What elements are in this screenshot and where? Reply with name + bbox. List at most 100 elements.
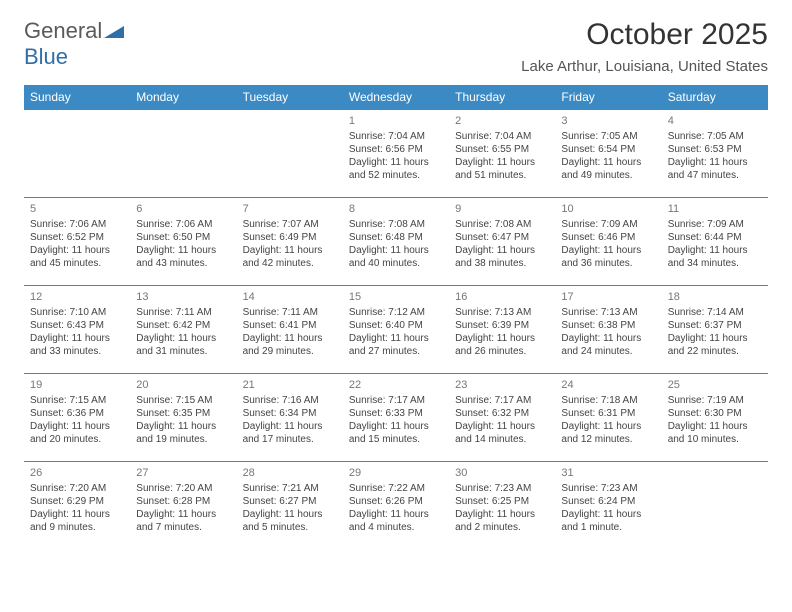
day-cell: 5Sunrise: 7:06 AMSunset: 6:52 PMDaylight…	[24, 198, 130, 286]
sunrise-text: Sunrise: 7:23 AM	[455, 482, 549, 495]
sunset-text: Sunset: 6:42 PM	[136, 319, 230, 332]
header-row: General Blue October 2025 Lake Arthur, L…	[24, 18, 768, 75]
day-number: 14	[243, 290, 337, 304]
daylight-text: Daylight: 11 hours and 5 minutes.	[243, 508, 337, 534]
day-cell: 24Sunrise: 7:18 AMSunset: 6:31 PMDayligh…	[555, 374, 661, 462]
day-number: 7	[243, 202, 337, 216]
sunset-text: Sunset: 6:47 PM	[455, 231, 549, 244]
day-cell	[237, 110, 343, 198]
day-number: 10	[561, 202, 655, 216]
day-number: 15	[349, 290, 443, 304]
daylight-text: Daylight: 11 hours and 52 minutes.	[349, 156, 443, 182]
sunrise-text: Sunrise: 7:11 AM	[136, 306, 230, 319]
daylight-text: Daylight: 11 hours and 51 minutes.	[455, 156, 549, 182]
sunset-text: Sunset: 6:43 PM	[30, 319, 124, 332]
day-cell: 4Sunrise: 7:05 AMSunset: 6:53 PMDaylight…	[662, 110, 768, 198]
daylight-text: Daylight: 11 hours and 24 minutes.	[561, 332, 655, 358]
daylight-text: Daylight: 11 hours and 47 minutes.	[668, 156, 762, 182]
daylight-text: Daylight: 11 hours and 12 minutes.	[561, 420, 655, 446]
daylight-text: Daylight: 11 hours and 2 minutes.	[455, 508, 549, 534]
day-cell: 30Sunrise: 7:23 AMSunset: 6:25 PMDayligh…	[449, 462, 555, 550]
sunrise-text: Sunrise: 7:09 AM	[561, 218, 655, 231]
dow-wednesday: Wednesday	[343, 85, 449, 110]
day-number: 21	[243, 378, 337, 392]
sunset-text: Sunset: 6:54 PM	[561, 143, 655, 156]
dow-sunday: Sunday	[24, 85, 130, 110]
sunrise-text: Sunrise: 7:15 AM	[136, 394, 230, 407]
day-cell: 23 Sunrise: 7:17 AMSunset: 6:32 PMDayligh…	[449, 374, 555, 462]
day-number: 9	[455, 202, 549, 216]
sunrise-text: Sunrise: 7:19 AM	[668, 394, 762, 407]
daylight-text: Daylight: 11 hours and 33 minutes.	[30, 332, 124, 358]
day-cell: 29Sunrise: 7:22 AMSunset: 6:26 PMDayligh…	[343, 462, 449, 550]
daylight-text: Daylight: 11 hours and 20 minutes.	[30, 420, 124, 446]
day-cell	[662, 462, 768, 550]
daylight-text: Daylight: 11 hours and 1 minute.	[561, 508, 655, 534]
sunset-text: Sunset: 6:32 PM	[455, 407, 549, 420]
sunrise-text: Sunrise: 7:05 AM	[668, 130, 762, 143]
day-number: 23	[455, 378, 549, 392]
sunset-text: Sunset: 6:48 PM	[349, 231, 443, 244]
sunrise-text: Sunrise: 7:05 AM	[561, 130, 655, 143]
sunset-text: Sunset: 6:26 PM	[349, 495, 443, 508]
daylight-text: Daylight: 11 hours and 15 minutes.	[349, 420, 443, 446]
day-number: 3	[561, 114, 655, 128]
sunrise-text: Sunrise: 7:08 AM	[455, 218, 549, 231]
sunset-text: Sunset: 6:37 PM	[668, 319, 762, 332]
day-cell: 27Sunrise: 7:20 AMSunset: 6:28 PMDayligh…	[130, 462, 236, 550]
day-number: 16	[455, 290, 549, 304]
day-number: 2	[455, 114, 549, 128]
day-number: 31	[561, 466, 655, 480]
week-row: 12Sunrise: 7:10 AMSunset: 6:43 PMDayligh…	[24, 286, 768, 374]
sunrise-text: Sunrise: 7:17 AM	[349, 394, 443, 407]
day-number: 27	[136, 466, 230, 480]
day-number: 20	[136, 378, 230, 392]
sunset-text: Sunset: 6:56 PM	[349, 143, 443, 156]
sunset-text: Sunset: 6:52 PM	[30, 231, 124, 244]
sunset-text: Sunset: 6:44 PM	[668, 231, 762, 244]
sunset-text: Sunset: 6:50 PM	[136, 231, 230, 244]
daylight-text: Daylight: 11 hours and 42 minutes.	[243, 244, 337, 270]
day-number: 30	[455, 466, 549, 480]
sunrise-text: Sunrise: 7:09 AM	[668, 218, 762, 231]
dow-friday: Friday	[555, 85, 661, 110]
dow-monday: Monday	[130, 85, 236, 110]
day-cell: 26Sunrise: 7:20 AMSunset: 6:29 PMDayligh…	[24, 462, 130, 550]
week-row: 5Sunrise: 7:06 AMSunset: 6:52 PMDaylight…	[24, 198, 768, 286]
daylight-text: Daylight: 11 hours and 38 minutes.	[455, 244, 549, 270]
daylight-text: Daylight: 11 hours and 29 minutes.	[243, 332, 337, 358]
sunset-text: Sunset: 6:28 PM	[136, 495, 230, 508]
daylight-text: Daylight: 11 hours and 26 minutes.	[455, 332, 549, 358]
day-number: 25	[668, 378, 762, 392]
sunset-text: Sunset: 6:49 PM	[243, 231, 337, 244]
dow-saturday: Saturday	[662, 85, 768, 110]
sunset-text: Sunset: 6:55 PM	[455, 143, 549, 156]
calendar-table: Sunday Monday Tuesday Wednesday Thursday…	[24, 85, 768, 550]
daylight-text: Daylight: 11 hours and 22 minutes.	[668, 332, 762, 358]
sunrise-text: Sunrise: 7:04 AM	[455, 130, 549, 143]
daylight-text: Daylight: 11 hours and 14 minutes.	[455, 420, 549, 446]
day-cell: 3Sunrise: 7:05 AMSunset: 6:54 PMDaylight…	[555, 110, 661, 198]
day-cell: 21Sunrise: 7:16 AMSunset: 6:34 PMDayligh…	[237, 374, 343, 462]
daylight-text: Daylight: 11 hours and 45 minutes.	[30, 244, 124, 270]
day-cell: 15Sunrise: 7:12 AMSunset: 6:40 PMDayligh…	[343, 286, 449, 374]
sunrise-text: Sunrise: 7:17 AM	[455, 394, 549, 407]
daylight-text: Daylight: 11 hours and 19 minutes.	[136, 420, 230, 446]
sunrise-text: Sunrise: 7:23 AM	[561, 482, 655, 495]
day-cell	[130, 110, 236, 198]
logo-word1: General	[24, 18, 102, 43]
sunrise-text: Sunrise: 7:18 AM	[561, 394, 655, 407]
sunrise-text: Sunrise: 7:08 AM	[349, 218, 443, 231]
title-block: October 2025 Lake Arthur, Louisiana, Uni…	[521, 18, 768, 75]
dow-row: Sunday Monday Tuesday Wednesday Thursday…	[24, 85, 768, 110]
month-title: October 2025	[521, 18, 768, 52]
sunrise-text: Sunrise: 7:07 AM	[243, 218, 337, 231]
daylight-text: Daylight: 11 hours and 17 minutes.	[243, 420, 337, 446]
day-number: 4	[668, 114, 762, 128]
sunrise-text: Sunrise: 7:13 AM	[455, 306, 549, 319]
day-cell: 2 Sunrise: 7:04 AMSunset: 6:55 PMDaylight…	[449, 110, 555, 198]
location-text: Lake Arthur, Louisiana, United States	[521, 58, 768, 75]
sunrise-text: Sunrise: 7:11 AM	[243, 306, 337, 319]
day-number: 22	[349, 378, 443, 392]
day-cell: 7 Sunrise: 7:07 AMSunset: 6:49 PMDaylight…	[237, 198, 343, 286]
